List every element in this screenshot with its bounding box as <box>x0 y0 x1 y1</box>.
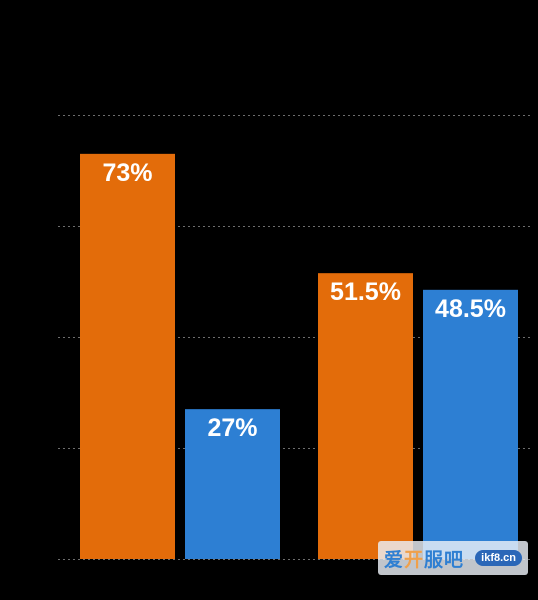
value-label-group1-series1: 73% <box>102 159 152 187</box>
bar-group2-series1 <box>318 273 413 559</box>
bar-group1-series1 <box>80 153 175 559</box>
watermark-brand-text: 爱开服吧 <box>384 548 465 571</box>
value-labels: 73% 27% 51.5% 48.5% <box>102 159 505 442</box>
bar-group2-series2 <box>423 289 518 559</box>
value-label-group2-series2: 48.5% <box>435 295 506 323</box>
watermark-logo: 爱开服吧 ikf8.cn <box>378 541 528 575</box>
bar-group1-series2 <box>185 409 280 559</box>
value-label-group1-series2: 27% <box>207 414 257 442</box>
bars <box>80 153 518 559</box>
value-label-group2-series1: 51.5% <box>330 278 401 306</box>
watermark-url: ikf8.cn <box>475 550 522 566</box>
